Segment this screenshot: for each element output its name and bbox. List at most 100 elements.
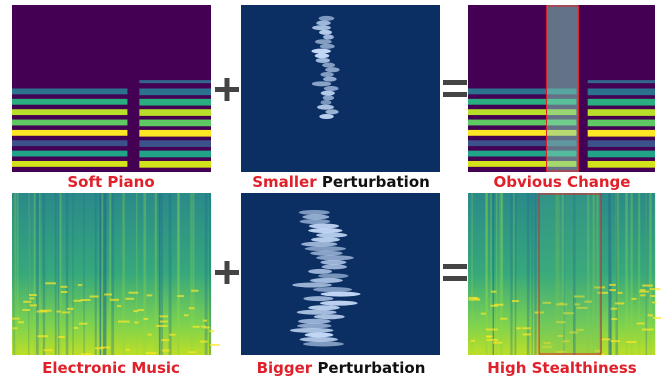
- perturbation-label: Smaller Perturbation: [252, 173, 430, 191]
- spectrogram-speck: [639, 291, 649, 293]
- spectrogram-speck: [73, 300, 81, 302]
- spectrogram-speck: [160, 315, 168, 317]
- spectrogram-speck: [193, 326, 200, 328]
- spectrogram-speck: [523, 333, 531, 335]
- result-label: High Stealthiness: [487, 359, 637, 377]
- spectrogram-band: [12, 151, 127, 157]
- figure: Soft Piano Smaller Perturbation Obvious …: [0, 0, 661, 379]
- spectrogram-speck: [29, 297, 34, 299]
- perturbation-stroke: [303, 296, 333, 301]
- spectrogram-streak: [55, 193, 57, 355]
- spectrogram-streak: [136, 193, 137, 355]
- spectrogram-streak: [205, 193, 208, 355]
- spectrogram-speck: [491, 291, 496, 293]
- spectrogram-speck: [56, 311, 60, 313]
- perturbation-stroke: [313, 287, 352, 292]
- spectrogram-speck: [191, 290, 198, 292]
- perturbation-stroke: [322, 264, 347, 269]
- perturbation-stroke: [310, 278, 343, 283]
- spectrogram-speck: [653, 317, 661, 319]
- spectrogram-streak: [111, 193, 114, 355]
- spectrogram-speck: [13, 327, 18, 329]
- perturbation-size: Bigger: [257, 359, 313, 377]
- spectrogram-speck: [618, 292, 623, 294]
- spectrogram-speck: [201, 326, 206, 328]
- spectrogram-speck: [486, 329, 498, 331]
- spectrogram-streak: [492, 193, 494, 355]
- perturbation-stroke: [311, 237, 340, 242]
- perturbation-word: Perturbation: [317, 359, 425, 377]
- perturbation-stroke: [301, 242, 337, 247]
- spectrogram-streak: [84, 193, 85, 355]
- spectrogram-speck: [481, 313, 486, 315]
- spectrogram-band: [588, 109, 655, 116]
- spectrogram-streak: [43, 193, 45, 355]
- spectrogram-speck: [89, 296, 98, 298]
- perturbation-stroke: [322, 63, 335, 68]
- spectrogram-speck: [493, 342, 502, 344]
- overlay: [539, 193, 601, 355]
- spectrogram-speck: [650, 295, 655, 297]
- perturbation: [241, 5, 440, 172]
- spectrogram-speck: [22, 309, 30, 311]
- overlay: [547, 5, 579, 172]
- spectrogram-band: [12, 120, 127, 126]
- spectrogram-speck: [137, 309, 143, 311]
- spectrogram-streak: [609, 193, 612, 355]
- input-label: Soft Piano: [67, 173, 154, 191]
- spectrogram-streak: [496, 193, 498, 355]
- spectrogram-speck: [522, 327, 530, 329]
- spectrogram-speck: [203, 320, 207, 322]
- spectrogram-speck: [177, 295, 184, 297]
- perturbation-stroke: [319, 30, 332, 35]
- spectrogram-speck: [611, 340, 621, 342]
- spectrogram-band: [139, 120, 211, 127]
- spectrogram-speck: [104, 294, 112, 296]
- spectrogram-streak: [28, 193, 29, 355]
- perturbation-stroke: [320, 44, 335, 49]
- spectrogram-speck: [642, 329, 654, 331]
- spectrogram-band: [139, 99, 211, 106]
- perturbation-stroke: [308, 228, 342, 233]
- spectrogram-speck: [473, 298, 479, 300]
- spectrogram-streak: [34, 193, 36, 355]
- spectrogram-band: [588, 80, 655, 83]
- spectrogram-streak: [110, 193, 111, 355]
- spectrogram-streak: [36, 193, 39, 355]
- spectrogram-speck: [18, 321, 24, 323]
- perturbation-stroke: [320, 260, 346, 265]
- spectrogram-speck: [471, 340, 475, 342]
- perturbation-stroke: [319, 16, 335, 21]
- spectrogram-speck: [133, 310, 138, 312]
- spectrogram-speck: [609, 284, 616, 286]
- spectrogram-streak: [192, 193, 194, 355]
- spectrogram-speck: [78, 284, 82, 286]
- spectrogram-speck: [652, 301, 656, 303]
- spectrogram-speck: [128, 292, 138, 294]
- spectrogram-streak: [161, 193, 163, 355]
- spectrogram-streak: [159, 193, 161, 355]
- spectrogram-streak: [638, 193, 640, 355]
- perturbation-stroke: [310, 251, 342, 256]
- spectrogram-band: [588, 130, 655, 137]
- perturbation-stroke: [323, 35, 334, 40]
- spectrogram-band: [588, 89, 655, 96]
- result-label: Obvious Change: [494, 173, 631, 191]
- spectrogram-streak: [649, 193, 652, 355]
- spectrogram-speck: [23, 301, 31, 303]
- perturbation-stroke: [308, 305, 340, 310]
- spectrogram-speck: [611, 318, 617, 320]
- perturbation-stroke: [316, 233, 347, 238]
- spectrogram-streak: [534, 193, 536, 355]
- spectrogram-speck: [147, 294, 153, 296]
- spectrogram-streak: [66, 193, 69, 355]
- spectrogram-band: [12, 109, 127, 115]
- spectrogram-speck: [144, 318, 149, 320]
- spectrogram-band: [12, 99, 127, 105]
- spectrogram-speck: [642, 285, 653, 287]
- spectrogram-speck: [125, 298, 134, 300]
- perturbation-stroke: [297, 323, 331, 328]
- spectrogram-speck: [29, 294, 37, 296]
- spectrogram-speck: [145, 352, 156, 354]
- perturbation-stroke: [316, 58, 330, 63]
